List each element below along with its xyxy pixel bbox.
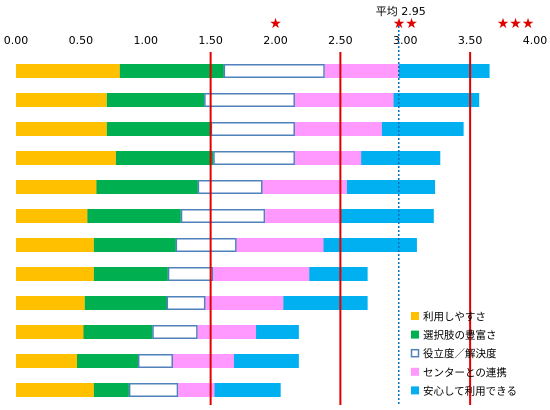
bar-series4-row5 xyxy=(262,180,347,194)
bar-series3-row5 xyxy=(197,180,263,194)
bar-series2-row5 xyxy=(96,180,198,194)
bar-series5-row8 xyxy=(309,267,368,281)
bar-series3-row3 xyxy=(210,122,295,136)
x-tick-label: 2.50 xyxy=(328,34,353,47)
bar-series1-row11 xyxy=(16,354,77,368)
bar-series5-row4 xyxy=(361,151,441,165)
x-tick-label: 3.50 xyxy=(458,34,483,47)
bar-series3-row9 xyxy=(166,296,206,310)
x-tick-label: 3.00 xyxy=(393,34,418,47)
bar-series3-row10 xyxy=(152,325,198,339)
x-tick-label: 2.00 xyxy=(263,34,288,47)
bar-series5-row1 xyxy=(398,64,490,78)
x-tick-label: 4.00 xyxy=(523,34,548,47)
bar-series4-row7 xyxy=(236,238,324,252)
bar-series3-row1 xyxy=(223,64,325,78)
bar-series4-row11 xyxy=(173,354,234,368)
bar-series4-row3 xyxy=(294,122,382,136)
star-marks: ★ ★★ ★★★ xyxy=(269,16,534,32)
x-tick-labels: 0.00 0.50 1.00 1.50 2.00 2.50 3.00 3.50 4.00 xyxy=(4,34,548,47)
bar-series1-row6 xyxy=(16,209,88,223)
x-tick-label: 1.50 xyxy=(198,34,223,47)
bar-series5-row11 xyxy=(233,354,299,368)
star-mark-2: ★★ xyxy=(393,16,418,32)
bar-series3-row4 xyxy=(213,151,295,165)
bar-series2-row12 xyxy=(93,383,129,397)
bar-series2-row3 xyxy=(106,122,211,136)
bar-series1-row5 xyxy=(16,180,97,194)
legend-swatch-1 xyxy=(411,312,419,320)
bar-series4-row12 xyxy=(178,383,215,397)
bar-series2-row11 xyxy=(76,354,138,368)
bar-series4-row10 xyxy=(197,325,257,339)
bar-series2-row2 xyxy=(106,93,205,107)
star-mark-3: ★★★ xyxy=(497,16,535,32)
bar-series2-row4 xyxy=(115,151,214,165)
bar-series4-row4 xyxy=(294,151,362,165)
bar-series5-row12 xyxy=(214,383,281,397)
x-tick-label: 1.00 xyxy=(134,34,159,47)
bar-series2-row10 xyxy=(83,325,153,339)
bar-series5-row9 xyxy=(283,296,368,310)
bar-series2-row9 xyxy=(84,296,167,310)
bar-series1-row12 xyxy=(16,383,94,397)
bar-series3-row6 xyxy=(180,209,266,223)
legend-swatch-2 xyxy=(411,330,419,339)
bar-series5-row7 xyxy=(323,238,417,252)
x-tick-label: 0.50 xyxy=(69,34,94,47)
bars-group xyxy=(16,64,490,397)
bar-series1-row9 xyxy=(16,296,85,310)
bar-series3-row11 xyxy=(137,354,173,368)
bar-series4-row2 xyxy=(294,93,394,107)
legend-label-5: 安心して利用できる xyxy=(423,384,517,397)
bar-series5-row6 xyxy=(340,209,434,223)
average-label: 平均 2.95 xyxy=(376,5,426,18)
legend-swatch-3 xyxy=(410,348,420,358)
bar-series3-row12 xyxy=(128,383,179,397)
bar-series3-row8 xyxy=(167,267,214,281)
bar-series1-row8 xyxy=(16,267,94,281)
bar-series1-row7 xyxy=(16,238,94,252)
bar-series1-row1 xyxy=(16,64,120,78)
legend-label-1: 利用しやすさ xyxy=(423,311,486,323)
bar-series1-row4 xyxy=(16,151,116,165)
x-tick-label: 0.00 xyxy=(4,34,29,47)
bar-series4-row8 xyxy=(213,267,310,281)
legend-label-3: 役立度／解決度 xyxy=(423,347,497,360)
star-mark-1: ★ xyxy=(269,16,282,32)
bar-series5-row5 xyxy=(346,180,436,194)
bar-series5-row3 xyxy=(381,122,464,136)
legend-swatch-5 xyxy=(411,386,419,395)
bar-series4-row9 xyxy=(205,296,284,310)
bar-series4-row1 xyxy=(324,64,399,78)
bar-series1-row3 xyxy=(16,122,107,136)
bar-series2-row1 xyxy=(119,64,224,78)
bar-series1-row2 xyxy=(16,93,107,107)
bar-series3-row7 xyxy=(175,238,237,252)
bar-series2-row6 xyxy=(87,209,181,223)
legend-label-2: 選択肢の豊富さ xyxy=(423,329,497,342)
legend-label-4: センターとの連携 xyxy=(423,366,507,379)
bar-series3-row2 xyxy=(204,93,295,107)
bar-series2-row8 xyxy=(93,267,168,281)
bar-series5-row2 xyxy=(393,93,480,107)
legend-swatch-4 xyxy=(411,367,419,376)
bar-series4-row6 xyxy=(265,209,341,223)
bar-series5-row10 xyxy=(256,325,299,339)
bar-series2-row7 xyxy=(93,238,176,252)
reference-lines xyxy=(209,52,472,405)
bar-series1-row10 xyxy=(16,325,84,339)
